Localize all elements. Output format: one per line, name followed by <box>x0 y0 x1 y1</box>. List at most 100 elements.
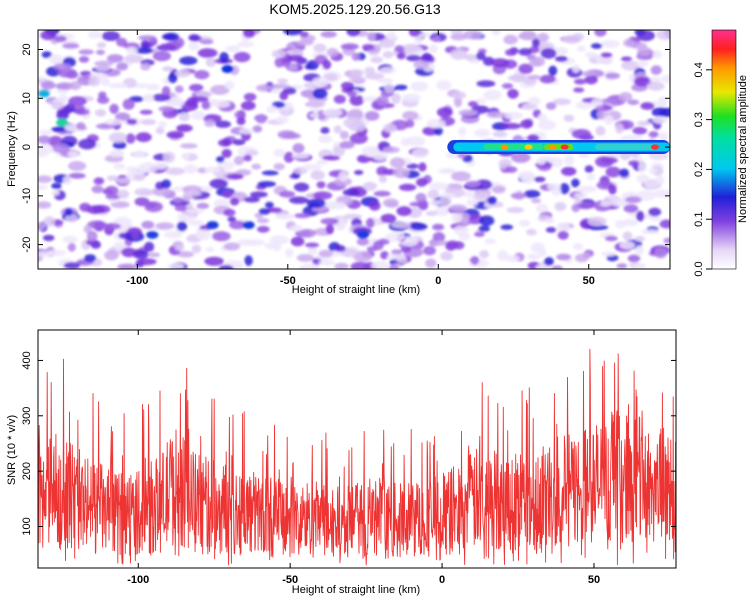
spectrogram-blob <box>257 181 276 188</box>
spectrogram-blob <box>158 106 175 112</box>
spectrogram-blob <box>395 84 408 91</box>
spectrogram-blob <box>600 251 617 257</box>
spectrogram-blob <box>354 170 364 175</box>
signal-band-peak <box>548 144 557 150</box>
spectrogram-blob <box>573 192 588 199</box>
spectrogram-blob <box>236 117 246 126</box>
spectrogram-blob <box>385 201 399 208</box>
spectrogram-blob <box>526 228 537 236</box>
spectrogram-blob <box>312 77 329 88</box>
spectrogram-blob <box>432 232 446 242</box>
spectrogram-blob <box>205 246 215 253</box>
spectrogram-blob <box>511 152 531 163</box>
spectrogram-blob <box>398 183 417 191</box>
spectrogram-blob <box>458 232 471 241</box>
spectrogram-blob <box>108 82 128 89</box>
spectrogram-blob <box>382 51 394 59</box>
spectrogram-blob <box>527 96 541 106</box>
spectrogram-blob <box>333 125 342 134</box>
spectrogram-blob <box>333 94 346 104</box>
spectrogram-blob <box>188 34 200 42</box>
spectrogram-blob <box>135 132 152 143</box>
spectrogram-blob <box>634 235 646 242</box>
spectrogram-blob <box>334 262 349 269</box>
spectrogram-blob <box>136 258 157 266</box>
spectrogram-blob <box>590 43 603 49</box>
spectrogram-blob <box>320 31 337 38</box>
snr-ylabel: SNR (10 * v/v) <box>6 415 18 485</box>
spectrogram-blob <box>400 246 412 253</box>
spectrogram-blob <box>318 135 333 144</box>
spectrogram-blob <box>186 96 198 108</box>
snr-frame <box>37 329 677 569</box>
spectrogram-blob <box>411 148 429 159</box>
spectrogram-blob <box>551 265 563 269</box>
spectrogram-blob <box>130 227 140 239</box>
spectrogram-blob <box>83 225 92 234</box>
spectrogram-blob <box>251 163 262 170</box>
spectrogram-blob <box>556 253 572 261</box>
spectrogram-blob <box>286 49 304 55</box>
spectrogram-blob <box>465 180 481 187</box>
spectrogram-blob <box>559 183 570 195</box>
colorbar-ticks: 0.0 0.1 0.2 0.3 0.4 <box>693 62 712 277</box>
spectrogram-blob <box>261 170 279 176</box>
spectrogram-blob <box>174 69 191 78</box>
snr-ytick-label: 300 <box>21 407 33 425</box>
spectrogram-blob <box>68 172 86 179</box>
spectrogram-blob <box>396 52 406 60</box>
spectrogram-blob <box>376 95 389 106</box>
spectrogram-blob <box>51 182 62 190</box>
spectrogram-blob <box>104 185 119 196</box>
spectrogram-blob <box>555 55 568 63</box>
spectrogram-blob <box>619 168 629 178</box>
spectrogram-blob <box>595 125 606 136</box>
spectrogram-blob <box>176 124 193 133</box>
spectrogram-blob <box>348 77 366 83</box>
spectrogram-blob <box>159 43 176 50</box>
spectrogram-blob <box>152 50 171 62</box>
spectrogram-blob <box>39 129 53 135</box>
spectrogram-blob <box>364 66 376 75</box>
spectrogram-blob <box>468 101 479 108</box>
spectrogram-blob <box>423 246 436 256</box>
spectrogram-blob <box>350 261 370 269</box>
spectrogram-blob <box>663 237 670 244</box>
signal-band-segment <box>543 144 574 151</box>
spectrogram-blob <box>258 208 271 215</box>
spectrogram-blob <box>450 48 468 60</box>
spectrogram-blob <box>622 231 633 241</box>
spectrogram-blob <box>445 240 460 250</box>
spectrogram-blob <box>402 43 420 53</box>
spectrogram-blob <box>632 126 647 135</box>
spectrogram-blob <box>492 185 506 194</box>
spectrogram-blob <box>506 206 525 214</box>
spectrogram-blob <box>504 166 518 174</box>
spectrogram-blob <box>574 198 583 204</box>
spectrogram-blob <box>312 88 328 99</box>
spectrogram-blob <box>562 34 582 44</box>
spectrogram-blob <box>97 96 110 104</box>
snr-panel: -100 -50 0 50 100 200 300 400 Height of straigh… <box>6 329 677 596</box>
spectrogram-blob <box>313 43 327 53</box>
snr-xtick-label: 0 <box>439 574 445 586</box>
spectrogram-blob <box>518 219 531 227</box>
spectrogram-blob <box>615 122 624 134</box>
spectrogram-blob <box>299 31 309 38</box>
spectrogram-blob <box>505 255 520 263</box>
spectrogram-blob <box>563 114 575 122</box>
spectrogram-blob <box>520 119 533 129</box>
spectrogram-blob <box>121 247 137 258</box>
spectrogram-blob <box>273 148 286 157</box>
signal-band-peak <box>500 144 509 150</box>
spectrogram-blob <box>458 109 478 117</box>
spectrogram-blob <box>296 254 314 262</box>
spectrogram-hotspot <box>38 89 51 98</box>
spectrogram-blob <box>40 81 56 90</box>
spectrogram-blob <box>463 30 483 40</box>
spectrogram-blob <box>224 80 235 90</box>
spectrogram-blob <box>564 154 575 166</box>
spectrogram-blob <box>209 178 228 189</box>
spectrogram-blob <box>122 98 135 110</box>
spectrogram-blob <box>155 222 175 230</box>
